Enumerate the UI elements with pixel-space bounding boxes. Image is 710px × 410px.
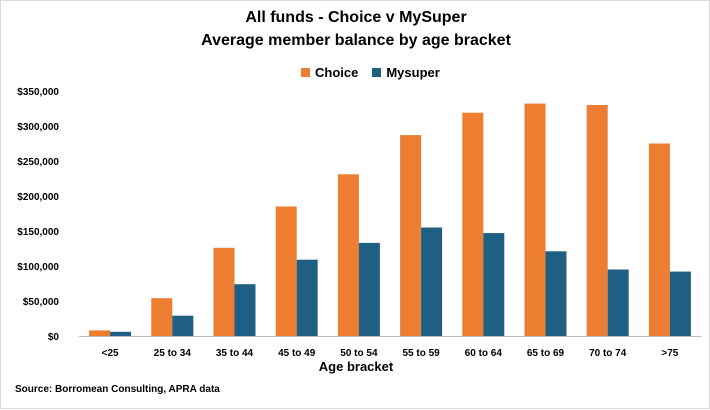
x-axis-title: Age bracket bbox=[318, 359, 394, 374]
y-tick-label: $200,000 bbox=[17, 192, 59, 203]
bar-mysuper bbox=[483, 233, 505, 336]
bar-choice bbox=[524, 103, 546, 336]
bar-choice bbox=[462, 112, 484, 336]
legend-swatch-choice bbox=[301, 68, 310, 77]
x-tick-label: 45 to 49 bbox=[278, 348, 316, 359]
bar-mysuper bbox=[669, 271, 691, 336]
bar-choice bbox=[213, 247, 235, 336]
bar-mysuper bbox=[545, 251, 567, 336]
x-tick-label: 25 to 34 bbox=[154, 348, 192, 359]
bar-mysuper bbox=[234, 284, 256, 336]
legend: Choice Mysuper bbox=[301, 65, 440, 80]
legend-label-choice: Choice bbox=[315, 65, 359, 80]
bar-choice bbox=[151, 298, 173, 336]
legend-item-mysuper: Mysuper bbox=[372, 65, 440, 80]
legend-swatch-mysuper bbox=[372, 68, 382, 77]
source-note: Source: Borromean Consulting, APRA data bbox=[15, 384, 220, 395]
x-tick-label: 35 to 44 bbox=[216, 348, 254, 359]
x-tick-label: 60 to 64 bbox=[465, 348, 503, 359]
x-tick-label: 65 to 69 bbox=[527, 348, 565, 359]
x-tick-label: 55 to 59 bbox=[402, 348, 440, 359]
y-tick-label: $50,000 bbox=[23, 297, 60, 308]
bar-mysuper bbox=[421, 227, 443, 336]
x-tick-label: >75 bbox=[661, 348, 678, 359]
y-tick-label: $250,000 bbox=[17, 157, 59, 168]
chart-title: All funds - Choice v MySuper bbox=[245, 9, 467, 26]
chart-subtitle: Average member balance by age bracket bbox=[201, 32, 511, 49]
legend-item-choice: Choice bbox=[301, 65, 358, 80]
bar-choice bbox=[89, 330, 111, 336]
bar-mysuper bbox=[296, 259, 318, 336]
bar-choice bbox=[400, 135, 422, 336]
bar-mysuper bbox=[358, 242, 380, 336]
x-tick-label: <25 bbox=[102, 348, 119, 359]
x-tick-label: 70 to 74 bbox=[589, 348, 627, 359]
legend-label-mysuper: Mysuper bbox=[386, 65, 440, 80]
bar-mysuper bbox=[110, 331, 132, 336]
y-tick-label: $0 bbox=[48, 332, 60, 343]
bar-choice bbox=[648, 143, 670, 336]
bar-choice bbox=[275, 206, 297, 336]
bar-choice bbox=[337, 174, 359, 336]
y-tick-label: $350,000 bbox=[17, 87, 59, 98]
y-tick-label: $100,000 bbox=[17, 262, 59, 273]
bar-mysuper bbox=[172, 315, 194, 336]
y-tick-label: $150,000 bbox=[17, 227, 59, 238]
bar-choice bbox=[586, 105, 608, 336]
y-tick-label: $300,000 bbox=[17, 122, 59, 133]
bar-mysuper bbox=[607, 269, 629, 336]
x-tick-label: 50 to 54 bbox=[340, 348, 378, 359]
